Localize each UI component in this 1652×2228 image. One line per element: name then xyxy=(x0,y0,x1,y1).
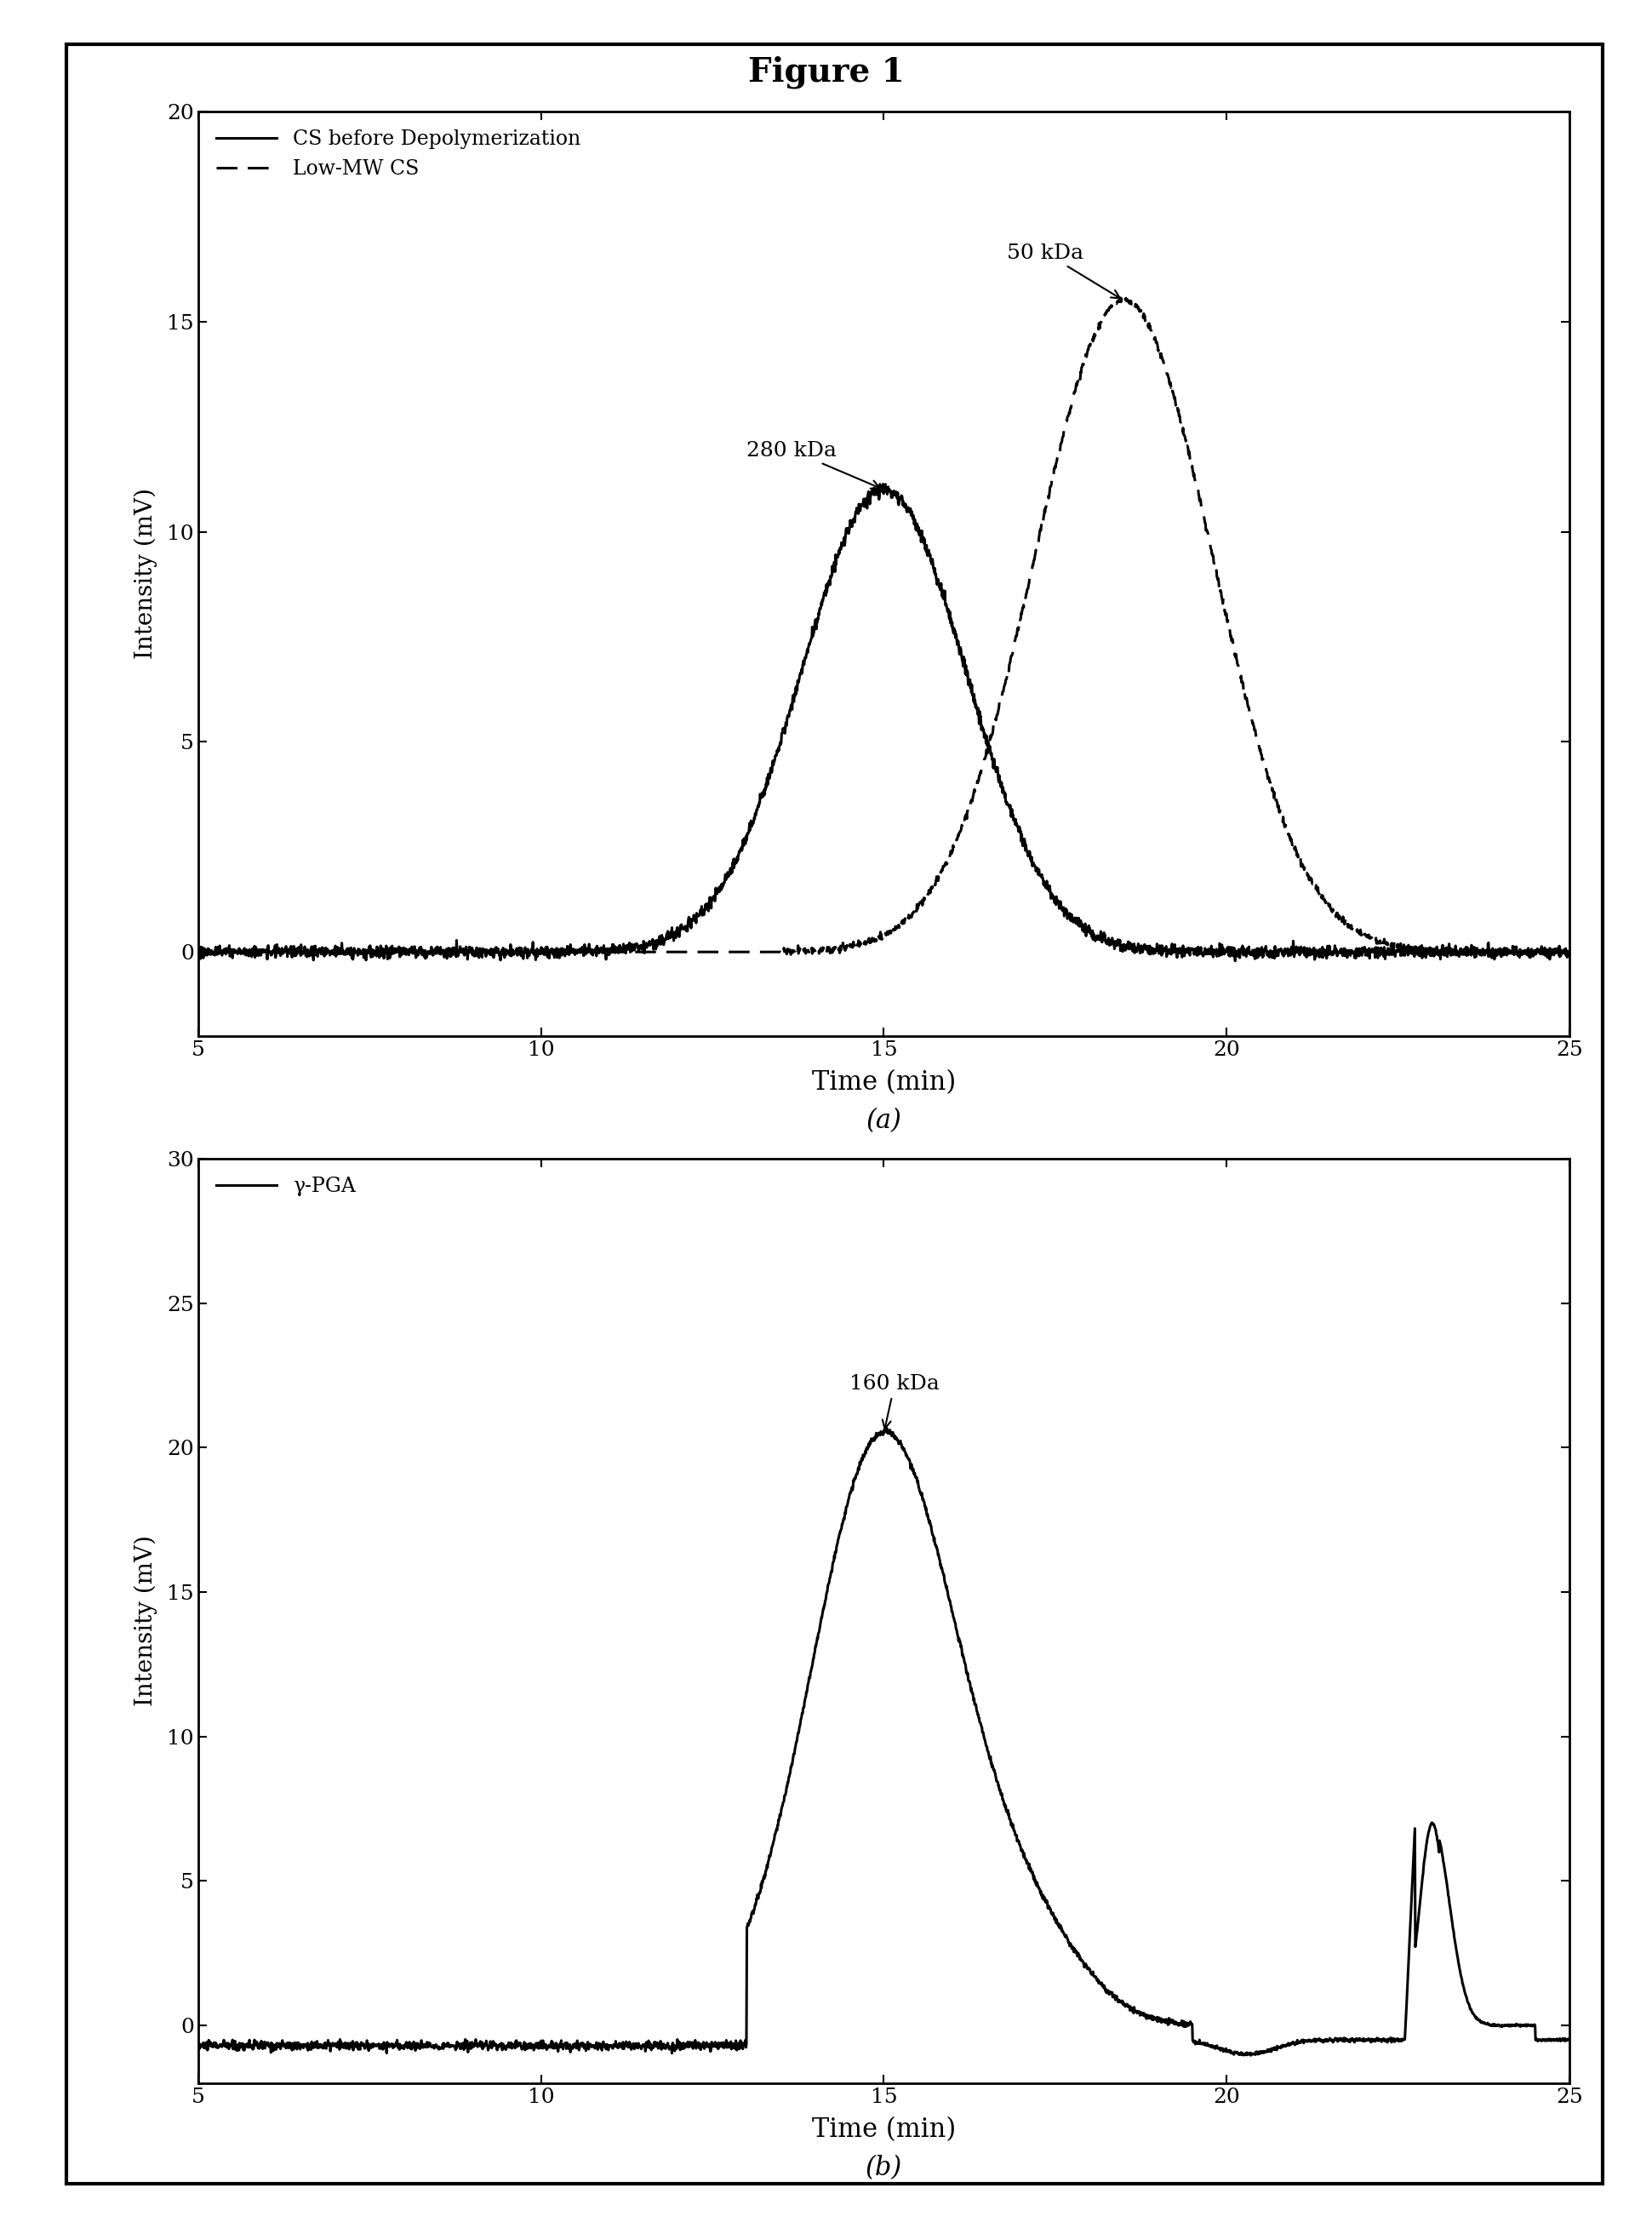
Text: 160 kDa: 160 kDa xyxy=(849,1375,940,1428)
Low-MW CS xyxy=(1559,938,1579,965)
CS before Depolymerization xyxy=(1533,938,1553,965)
Line: γ-PGA: γ-PGA xyxy=(198,1428,1569,2056)
X-axis label: Time (min): Time (min) xyxy=(811,2117,957,2143)
Low-MW CS xyxy=(1479,942,1498,969)
γ-PGA xyxy=(773,1789,793,1816)
γ-PGA xyxy=(1559,2025,1579,2052)
Text: 280 kDa: 280 kDa xyxy=(747,441,881,488)
Low-MW CS xyxy=(773,938,793,965)
Text: Figure 1: Figure 1 xyxy=(748,56,904,89)
CS before Depolymerization xyxy=(426,934,446,960)
Low-MW CS xyxy=(426,938,446,965)
Line: Low-MW CS: Low-MW CS xyxy=(198,299,1569,956)
γ-PGA xyxy=(345,2032,365,2059)
Y-axis label: Intensity (mV): Intensity (mV) xyxy=(134,1535,157,1707)
γ-PGA xyxy=(188,2030,208,2056)
CS before Depolymerization xyxy=(188,934,208,960)
Low-MW CS xyxy=(714,938,733,965)
γ-PGA xyxy=(1386,2025,1406,2052)
γ-PGA xyxy=(1533,2027,1553,2054)
X-axis label: Time (min): Time (min) xyxy=(811,1069,957,1096)
CS before Depolymerization xyxy=(714,869,733,896)
Low-MW CS xyxy=(345,938,365,965)
CS before Depolymerization xyxy=(1386,938,1406,965)
CS before Depolymerization xyxy=(1559,942,1579,969)
γ-PGA xyxy=(1241,2043,1260,2070)
Y-axis label: Intensity (mV): Intensity (mV) xyxy=(134,488,157,659)
Text: (b): (b) xyxy=(866,2154,902,2181)
Legend: CS before Depolymerization, Low-MW CS: CS before Depolymerization, Low-MW CS xyxy=(208,123,588,187)
γ-PGA xyxy=(426,2032,446,2059)
Text: (a): (a) xyxy=(866,1107,902,1134)
γ-PGA xyxy=(877,1415,897,1442)
CS before Depolymerization xyxy=(345,940,365,967)
Low-MW CS xyxy=(1110,285,1130,312)
Legend: γ-PGA: γ-PGA xyxy=(208,1170,363,1205)
Text: 50 kDa: 50 kDa xyxy=(1008,243,1120,299)
Line: CS before Depolymerization: CS before Depolymerization xyxy=(198,483,1569,960)
γ-PGA xyxy=(714,2034,733,2061)
CS before Depolymerization xyxy=(874,470,894,497)
Low-MW CS xyxy=(1386,931,1406,958)
Low-MW CS xyxy=(188,938,208,965)
CS before Depolymerization xyxy=(1226,947,1246,974)
CS before Depolymerization xyxy=(773,717,793,744)
Low-MW CS xyxy=(1533,940,1553,967)
